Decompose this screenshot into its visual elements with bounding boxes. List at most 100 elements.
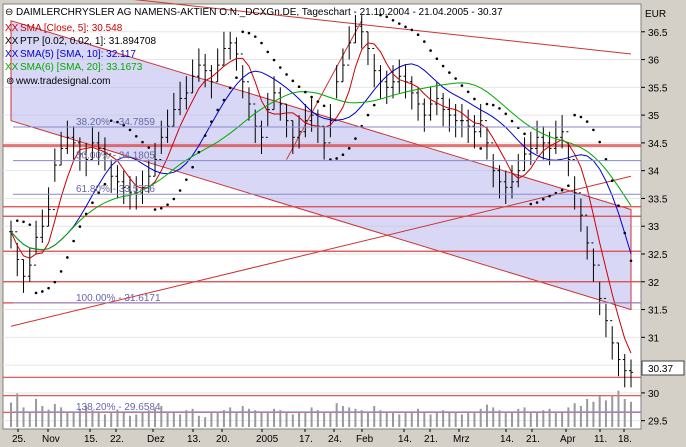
volume-bar-15 bbox=[103, 414, 106, 427]
price-bars bbox=[9, 15, 633, 388]
legend-entry-sma20: SMA(6) [SMA, 20]: 33.1673 bbox=[20, 62, 143, 73]
y-tick-label-14: 36.5 bbox=[648, 28, 668, 39]
volume-bar-25 bbox=[166, 411, 169, 427]
sar-dot-6 bbox=[47, 286, 50, 290]
volume-bar-34 bbox=[222, 410, 225, 427]
volume-bar-44 bbox=[285, 413, 288, 427]
x-tick-label-2: 15. bbox=[84, 434, 98, 445]
volume-bar-3 bbox=[28, 411, 31, 427]
sar-dot-95 bbox=[604, 158, 608, 161]
fib-label-4: 138.20% - 29.6584 bbox=[76, 402, 161, 413]
volume-bar-35 bbox=[229, 407, 232, 427]
sar-dot-3 bbox=[28, 223, 32, 226]
sar-dot-34 bbox=[222, 98, 226, 102]
sar-dot-49 bbox=[316, 100, 320, 103]
sar-dot-41 bbox=[266, 50, 270, 54]
volume-bar-57 bbox=[366, 411, 369, 427]
volume-bar-64 bbox=[410, 411, 413, 427]
legend-entry-sma10: SMA(5) [SMA, 10]: 32.117 bbox=[20, 49, 136, 60]
volume-bar-55 bbox=[354, 408, 357, 427]
volume-bar-81 bbox=[517, 408, 520, 427]
sar-dot-98 bbox=[623, 231, 627, 235]
watermark: www.tradesignal.com bbox=[15, 76, 110, 87]
volume-bar-0 bbox=[10, 402, 12, 427]
parabolic-sar bbox=[15, 13, 633, 295]
volume-bar-36 bbox=[235, 411, 238, 427]
sar-dot-24 bbox=[160, 206, 163, 210]
volume-bar-76 bbox=[485, 404, 488, 427]
volume-bar-48 bbox=[310, 407, 313, 427]
volume-bar-71 bbox=[454, 411, 457, 427]
y-tick-label-3: 31 bbox=[648, 333, 660, 344]
sar-dot-22 bbox=[147, 146, 151, 149]
y-tick-label-11: 35 bbox=[648, 111, 660, 122]
x-tick-label-16: Apr bbox=[560, 434, 576, 445]
fibonacci-labels: 38.20% - 34.7859 50.00% - 34.1805 61.80% -… bbox=[13, 117, 641, 413]
sar-dot-80 bbox=[510, 119, 514, 123]
volume-bar-51 bbox=[329, 411, 332, 427]
sar-dot-64 bbox=[410, 28, 414, 32]
volume-bar-2 bbox=[22, 407, 25, 427]
sar-dot-16 bbox=[109, 119, 113, 122]
volume-bar-11 bbox=[78, 408, 81, 427]
x-tick-label-3: 22. bbox=[110, 434, 124, 445]
sar-dot-14 bbox=[97, 191, 100, 195]
volume-bar-29 bbox=[191, 408, 194, 427]
sar-dot-68 bbox=[435, 57, 439, 61]
sar-dot-32 bbox=[210, 120, 213, 123]
sar-dot-75 bbox=[479, 147, 482, 150]
legend-entry-ptp: PTP [0.02, 0.02, 1]: 31.894708 bbox=[20, 36, 156, 47]
sar-dot-38 bbox=[247, 31, 251, 35]
volume-bar-65 bbox=[417, 408, 420, 427]
sar-dot-70 bbox=[448, 71, 451, 74]
sar-dot-28 bbox=[185, 178, 188, 181]
legend-marker-1[interactable]: XX bbox=[5, 36, 19, 47]
x-tick-label-13: Mrz bbox=[453, 434, 470, 445]
volume-bar-53 bbox=[341, 406, 344, 427]
volume-bar-52 bbox=[335, 403, 338, 427]
sar-dot-66 bbox=[423, 40, 426, 43]
y-tick-label-10: 34.5 bbox=[648, 139, 668, 150]
sar-dot-79 bbox=[504, 112, 508, 116]
volume-bar-58 bbox=[373, 406, 376, 427]
sma20-line bbox=[10, 82, 632, 251]
sar-dot-46 bbox=[297, 85, 301, 88]
sar-dot-43 bbox=[278, 66, 282, 69]
sar-dot-54 bbox=[347, 147, 351, 150]
volume-bar-46 bbox=[298, 413, 301, 427]
volume-bar-50 bbox=[323, 413, 326, 427]
volume-bar-19 bbox=[128, 415, 131, 427]
volume-bar-49 bbox=[316, 410, 319, 427]
sar-dot-26 bbox=[172, 197, 176, 201]
volume-bar-18 bbox=[122, 413, 125, 427]
volume-bar-66 bbox=[423, 413, 426, 427]
y-tick-label-9: 34 bbox=[648, 167, 660, 178]
x-tick-label-5: 13. bbox=[187, 434, 201, 445]
sar-dot-29 bbox=[191, 165, 194, 169]
volume-bar-56 bbox=[360, 410, 363, 427]
legend-marker-0[interactable]: XX bbox=[5, 23, 19, 34]
sar-dot-27 bbox=[178, 189, 182, 192]
volume-bar-75 bbox=[479, 408, 482, 427]
volume-bar-4 bbox=[35, 399, 38, 427]
sar-dot-50 bbox=[322, 104, 326, 108]
sar-dot-71 bbox=[454, 77, 457, 80]
sar-dot-44 bbox=[285, 73, 288, 76]
volume-bar-16 bbox=[110, 411, 113, 427]
x-tick-label-7: 2005 bbox=[256, 434, 279, 445]
sar-dot-42 bbox=[272, 58, 276, 62]
volume-bar-24 bbox=[160, 406, 163, 427]
volume-bar-6 bbox=[47, 409, 50, 427]
legend-marker-3[interactable]: XX bbox=[5, 62, 19, 73]
volume-bar-39 bbox=[254, 410, 257, 427]
volume-bar-87 bbox=[554, 411, 557, 427]
volume-bar-33 bbox=[216, 411, 219, 427]
volume-bar-38 bbox=[247, 408, 250, 427]
sar-dot-86 bbox=[548, 194, 551, 198]
legend-marker-2[interactable]: XX bbox=[5, 49, 19, 60]
collapse-icon[interactable]: ⊖ bbox=[5, 7, 13, 18]
volume-bar-91 bbox=[579, 406, 582, 427]
sar-dot-58 bbox=[372, 103, 376, 107]
volume-bar-67 bbox=[429, 414, 432, 427]
sar-dot-7 bbox=[53, 280, 57, 284]
